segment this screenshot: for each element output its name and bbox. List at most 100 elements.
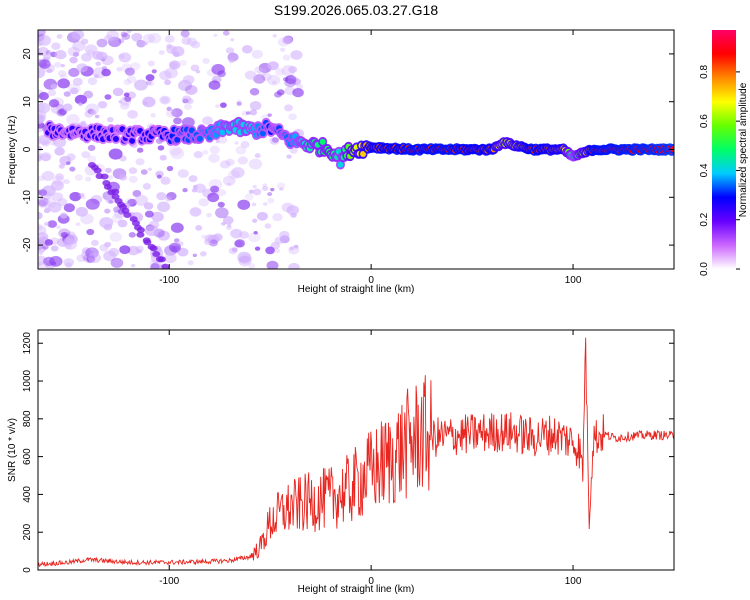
noise-speck xyxy=(177,169,189,178)
noise-speck xyxy=(126,75,137,84)
noise-speck xyxy=(219,102,227,108)
noise-speck xyxy=(201,234,207,239)
noise-speck xyxy=(124,67,135,76)
noise-speck xyxy=(256,211,268,221)
noise-speck xyxy=(226,182,232,186)
noise-speck xyxy=(238,255,252,267)
noise-speck xyxy=(225,47,235,54)
noise-speck xyxy=(217,189,227,197)
noise-speck xyxy=(267,74,281,86)
noise-speck xyxy=(48,99,60,108)
noise-streak xyxy=(136,226,145,233)
noise-speck xyxy=(173,238,180,243)
noise-speck xyxy=(43,256,55,267)
chart-title: S199.2026.065.03.27.G18 xyxy=(274,2,438,18)
noise-speck xyxy=(202,57,210,65)
noise-speck xyxy=(131,32,143,42)
noise-speck xyxy=(292,87,304,98)
noise-speck xyxy=(38,114,45,125)
y-tick-label: 800 xyxy=(22,410,33,427)
noise-speck xyxy=(282,77,289,82)
x-tick-label: -100 xyxy=(159,275,179,286)
noise-speck xyxy=(108,247,120,257)
noise-speck xyxy=(290,50,303,60)
noise-speck xyxy=(173,117,182,125)
noise-speck xyxy=(51,192,64,202)
noise-speck xyxy=(159,70,172,81)
noise-speck xyxy=(192,184,198,189)
noise-speck xyxy=(263,202,268,206)
noise-speck xyxy=(217,201,225,208)
noise-speck xyxy=(202,116,213,125)
y-tick-label: -10 xyxy=(22,190,33,205)
noise-speck xyxy=(188,175,198,183)
y-tick-label: 10 xyxy=(22,96,33,108)
noise-speck xyxy=(107,175,114,180)
noise-speck xyxy=(136,249,143,254)
y-tick-label: 20 xyxy=(22,48,33,60)
noise-speck xyxy=(38,59,51,69)
noise-speck xyxy=(38,244,47,253)
noise-speck xyxy=(231,247,238,253)
y-tick-label: 1000 xyxy=(22,369,33,392)
noise-speck xyxy=(87,155,97,163)
noise-speck xyxy=(254,246,261,251)
noise-streak xyxy=(143,239,152,246)
noise-speck xyxy=(190,40,201,49)
noise-speck xyxy=(38,155,43,162)
noise-speck xyxy=(237,251,252,263)
noise-speck xyxy=(92,50,104,60)
noise-speck xyxy=(151,211,164,222)
noise-speck xyxy=(286,75,299,86)
noise-speck xyxy=(222,30,230,36)
noise-speck xyxy=(81,247,91,255)
spectrogram-ridge xyxy=(43,116,674,170)
ridge-point xyxy=(112,136,119,143)
snr-series xyxy=(38,337,674,568)
noise-speck xyxy=(159,95,171,105)
noise-speck xyxy=(71,30,85,40)
noise-speck xyxy=(279,230,290,240)
noise-speck xyxy=(288,262,300,269)
noise-speck xyxy=(38,262,41,268)
noise-speck xyxy=(182,187,188,193)
noise-speck xyxy=(60,231,69,238)
noise-speck xyxy=(38,67,46,79)
noise-speck xyxy=(135,158,145,166)
noise-speck xyxy=(85,103,100,115)
noise-speck xyxy=(63,258,75,267)
noise-speck xyxy=(113,206,121,213)
colorbar: 0.0 0.2 0.4 0.6 0.8 Normalized spectral ampl… xyxy=(699,30,749,276)
noise-speck xyxy=(38,35,52,46)
snr-y-label: SNR (10 * v/v) xyxy=(7,418,18,482)
noise-speck xyxy=(63,179,70,185)
colorbar-gradient xyxy=(712,30,736,269)
noise-speck xyxy=(75,206,88,217)
noise-speck xyxy=(202,149,209,155)
noise-speck xyxy=(235,145,247,155)
noise-speck xyxy=(38,175,45,182)
noise-speck xyxy=(63,238,78,250)
noise-speck xyxy=(282,54,291,61)
noise-speck xyxy=(289,147,298,154)
noise-speck xyxy=(159,154,167,161)
snr-x-ticks: -100 0 100 xyxy=(159,330,582,587)
noise-speck xyxy=(78,102,83,107)
noise-speck xyxy=(274,236,284,245)
noise-speck xyxy=(276,182,286,190)
noise-speck xyxy=(238,253,253,265)
noise-speck xyxy=(191,188,197,193)
noise-speck xyxy=(231,167,245,178)
noise-speck xyxy=(148,32,162,44)
noise-speck xyxy=(284,104,293,112)
noise-speck xyxy=(272,34,277,38)
snr-frame xyxy=(37,329,675,571)
colorbar-tick-label: 0.0 xyxy=(699,262,710,276)
ridge-point xyxy=(196,135,203,142)
noise-speck xyxy=(156,174,162,179)
ridge-point xyxy=(174,136,181,143)
noise-speck xyxy=(66,114,80,125)
noise-speck xyxy=(72,51,80,57)
noise-speck xyxy=(228,58,235,64)
noise-speck xyxy=(74,174,83,181)
